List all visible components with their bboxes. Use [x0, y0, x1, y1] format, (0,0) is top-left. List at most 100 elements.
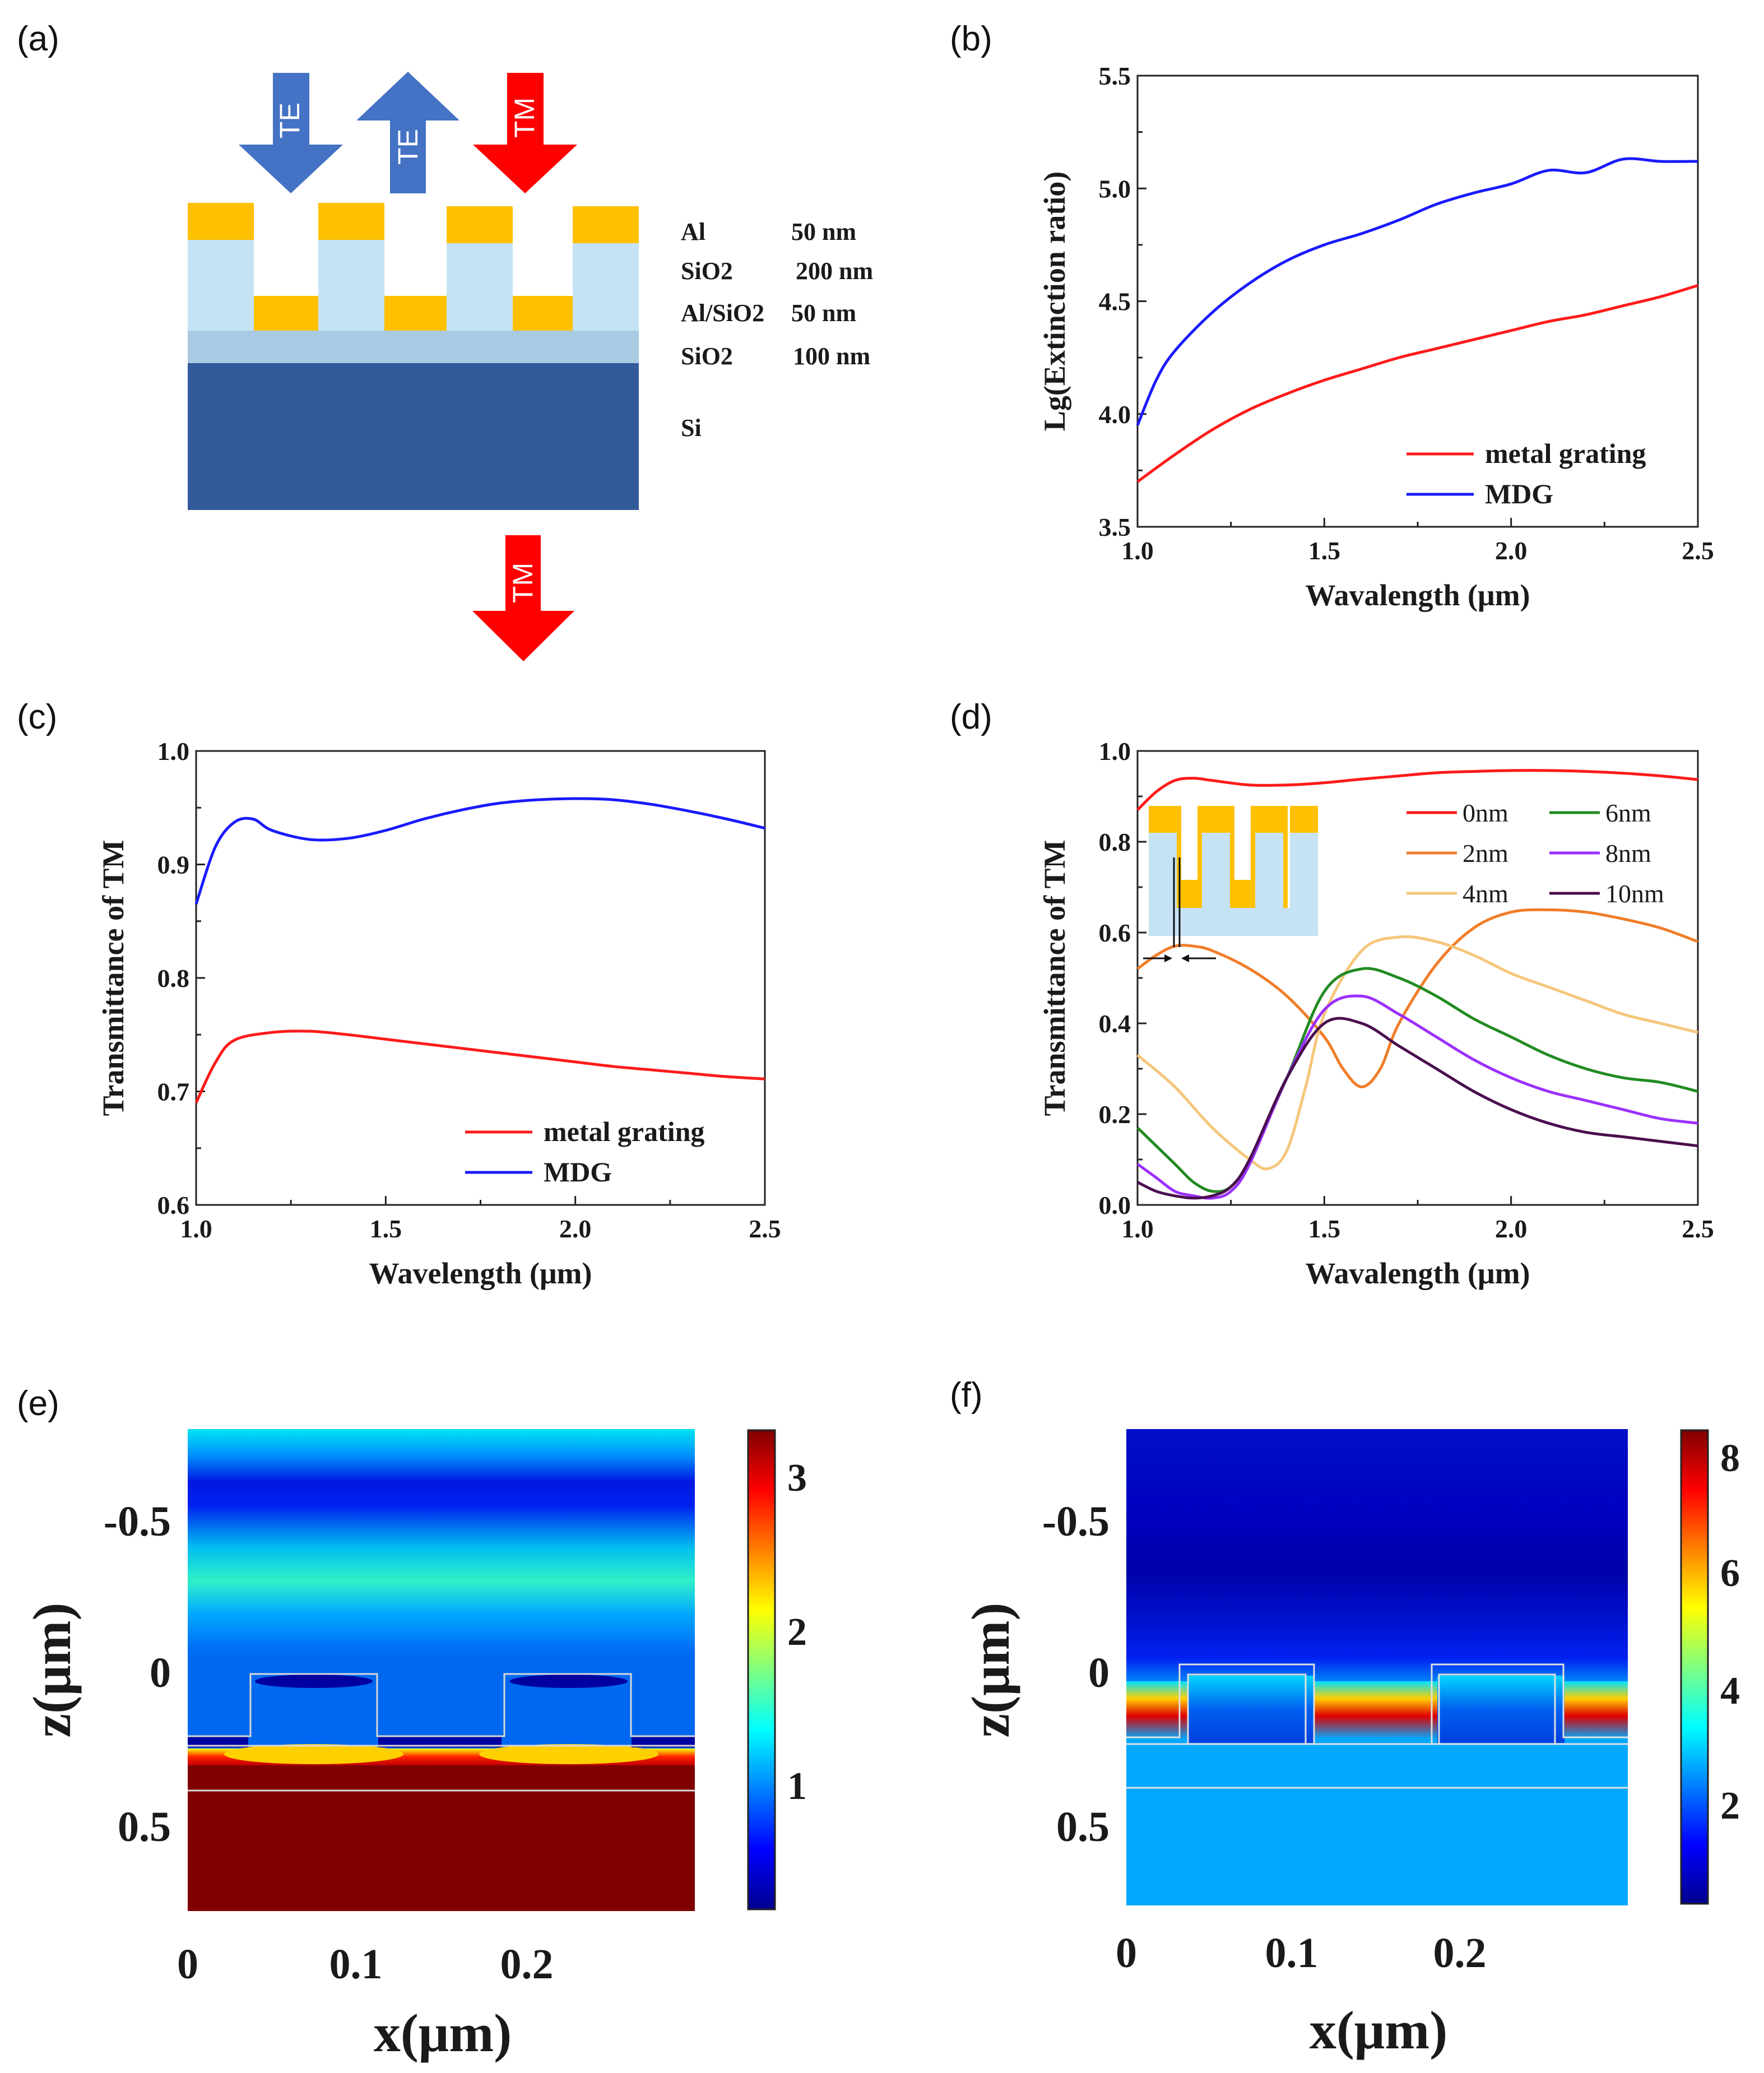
d-ytick-label: 1.0 — [1099, 737, 1131, 766]
layer-2-thickness: 200 nm — [796, 257, 873, 285]
te-incident-arrow: TE — [239, 73, 343, 193]
d-legend-label: 4nm — [1463, 879, 1508, 908]
c-ylabel: Transmittance of TM — [96, 840, 130, 1116]
f-xlabel: x(μm) — [1310, 2000, 1447, 2060]
d-ytick-label: 0.6 — [1099, 919, 1131, 947]
d-ytick-label: 0.8 — [1099, 828, 1131, 856]
e-ytick-3: 0.5 — [118, 1803, 171, 1851]
heatmap-e — [188, 1429, 695, 1911]
layer-2-name: SiO2 — [681, 257, 733, 285]
e-cbtick-1: 3 — [787, 1457, 807, 1500]
d-series-0nm — [1136, 769, 1698, 811]
d-series-10nm — [1136, 1017, 1698, 1200]
heatmap-f — [1126, 1429, 1628, 1905]
c-ytick-label: 0.6 — [157, 1191, 190, 1219]
panel-d: (d) 1.0 1.5 2.0 2.5 0.0 0.2 0.4 0.6 0.8 1.0 Wavale… — [950, 698, 1714, 1290]
layer-1-thickness: 50 nm — [791, 218, 856, 245]
panel-f-label: (f) — [950, 1376, 983, 1415]
f-cbtick-3: 4 — [1720, 1669, 1740, 1713]
c-legend-label: metal grating — [544, 1116, 704, 1147]
layer-3-name: Al/SiO2 — [681, 299, 764, 327]
f-ytick-1: -0.5 — [1042, 1498, 1110, 1545]
d-legend-label: 10nm — [1605, 879, 1664, 908]
c-ytick-label: 1.0 — [157, 737, 190, 766]
tm-incident-text: TM — [509, 98, 540, 138]
d-legend-label: 0nm — [1463, 799, 1508, 827]
c-ytick-label: 0.9 — [157, 851, 190, 879]
d-ylabel: Transmittance of TM — [1038, 840, 1071, 1116]
colorbar-f: 8 6 4 2 — [1680, 1429, 1740, 1905]
d-ytick-label: 0.2 — [1099, 1100, 1131, 1129]
te-reflected-text: TE — [392, 129, 424, 165]
chart-d: 1.0 1.5 2.0 2.5 0.0 0.2 0.4 0.6 0.8 1.0 Wavalength… — [1038, 737, 1714, 1290]
d-series-6nm — [1136, 967, 1698, 1193]
b-ytick-label: 5.5 — [1099, 62, 1131, 90]
e-xtick-3: 0.2 — [500, 1941, 554, 1988]
d-xtick-label: 2.5 — [1682, 1214, 1714, 1243]
panel-c-label: (c) — [17, 698, 57, 736]
c-xtick-label: 2.5 — [749, 1214, 781, 1243]
b-legend-label: metal grating — [1485, 438, 1646, 469]
d-series-4nm — [1136, 935, 1698, 1171]
d-legend-label: 8nm — [1605, 839, 1651, 868]
f-ylabel: z(μm) — [960, 1603, 1020, 1738]
tm-transmitted-text: TM — [507, 563, 539, 603]
e-ylabel: z(μm) — [22, 1603, 82, 1738]
d-series-2nm — [1136, 908, 1698, 1088]
te-incident-text: TE — [274, 103, 305, 138]
inset-schematic — [1143, 806, 1318, 962]
panel-c: (c) 1.0 1.5 2.0 2.5 0.6 0.7 0.8 0.9 1.0 Wavelengt… — [17, 698, 781, 1290]
e-cbtick-3: 1 — [787, 1765, 807, 1808]
panel-f: (f) -0.5 0 0.5 0 0.1 0.2 x(μ — [950, 1376, 1740, 2060]
f-ytick-3: 0.5 — [1056, 1803, 1110, 1851]
tm-incident-arrow: TM — [473, 73, 577, 193]
c-ytick-label: 0.8 — [157, 964, 190, 993]
f-cbtick-4: 2 — [1720, 1784, 1740, 1828]
layer-4-name: SiO2 — [681, 342, 733, 370]
c-xtick-label: 1.0 — [180, 1214, 212, 1243]
b-series-metal-grating — [1136, 284, 1698, 483]
panel-b: (b) 1.0 1.5 2.0 2.5 3.5 4.0 4.5 5.0 5.5 Wavalengt… — [950, 20, 1714, 612]
c-xlabel: Wavelength (μm) — [369, 1256, 592, 1290]
tm-transmitted-arrow: TM — [472, 535, 574, 661]
c-legend-label: MDG — [544, 1156, 612, 1188]
panel-e-label: (e) — [17, 1384, 59, 1423]
f-ytick-2: 0 — [1088, 1649, 1110, 1696]
d-xlabel: Wavalength (μm) — [1305, 1256, 1530, 1290]
b-ytick-label: 3.5 — [1099, 513, 1131, 541]
f-xtick-3: 0.2 — [1433, 1930, 1487, 1977]
e-xlabel: x(μm) — [374, 2003, 512, 2063]
d-legend-label: 2nm — [1463, 839, 1508, 868]
b-ytick-label: 4.5 — [1099, 287, 1131, 316]
panel-e: (e) -0.5 0 0.5 0 0.1 0.2 x(μm) — [17, 1384, 807, 2063]
b-ytick-label: 4.0 — [1099, 400, 1131, 429]
f-xtick-2: 0.1 — [1265, 1930, 1319, 1977]
layer-5-name: Si — [681, 414, 702, 442]
te-reflected-arrow: TE — [356, 72, 459, 193]
layer-labels: Al 50 nm SiO2 200 nm Al/SiO2 50 nm SiO2 … — [681, 218, 873, 442]
c-xtick-label: 1.5 — [370, 1214, 402, 1243]
layer-4-thickness: 100 nm — [793, 342, 870, 370]
panel-a-label: (a) — [17, 20, 59, 58]
d-legend-label: 6nm — [1605, 799, 1651, 827]
f-cbtick-2: 6 — [1720, 1552, 1740, 1595]
e-ytick-2: 0 — [150, 1649, 171, 1696]
e-xtick-2: 0.1 — [329, 1941, 383, 1988]
b-xtick-label: 1.0 — [1121, 536, 1154, 565]
b-xtick-label: 2.0 — [1495, 536, 1528, 565]
d-series-8nm — [1136, 994, 1698, 1200]
heatmap-e-axes: -0.5 0 0.5 0 0.1 0.2 x(μm) z(μm) — [22, 1498, 554, 2063]
b-legend-label: MDG — [1485, 478, 1553, 509]
layer-1-name: Al — [681, 218, 705, 245]
d-xtick-label: 2.0 — [1495, 1214, 1528, 1243]
d-xtick-label: 1.0 — [1121, 1214, 1154, 1243]
colorbar-e: 3 2 1 — [747, 1429, 807, 1910]
panel-d-label: (d) — [950, 698, 992, 736]
e-xtick-1: 0 — [177, 1941, 198, 1988]
f-xtick-1: 0 — [1116, 1930, 1137, 1977]
d-ytick-label: 0.4 — [1099, 1009, 1131, 1038]
e-cbtick-2: 2 — [787, 1611, 807, 1654]
d-ytick-label: 0.0 — [1099, 1191, 1131, 1219]
d-xtick-label: 1.5 — [1308, 1214, 1341, 1243]
